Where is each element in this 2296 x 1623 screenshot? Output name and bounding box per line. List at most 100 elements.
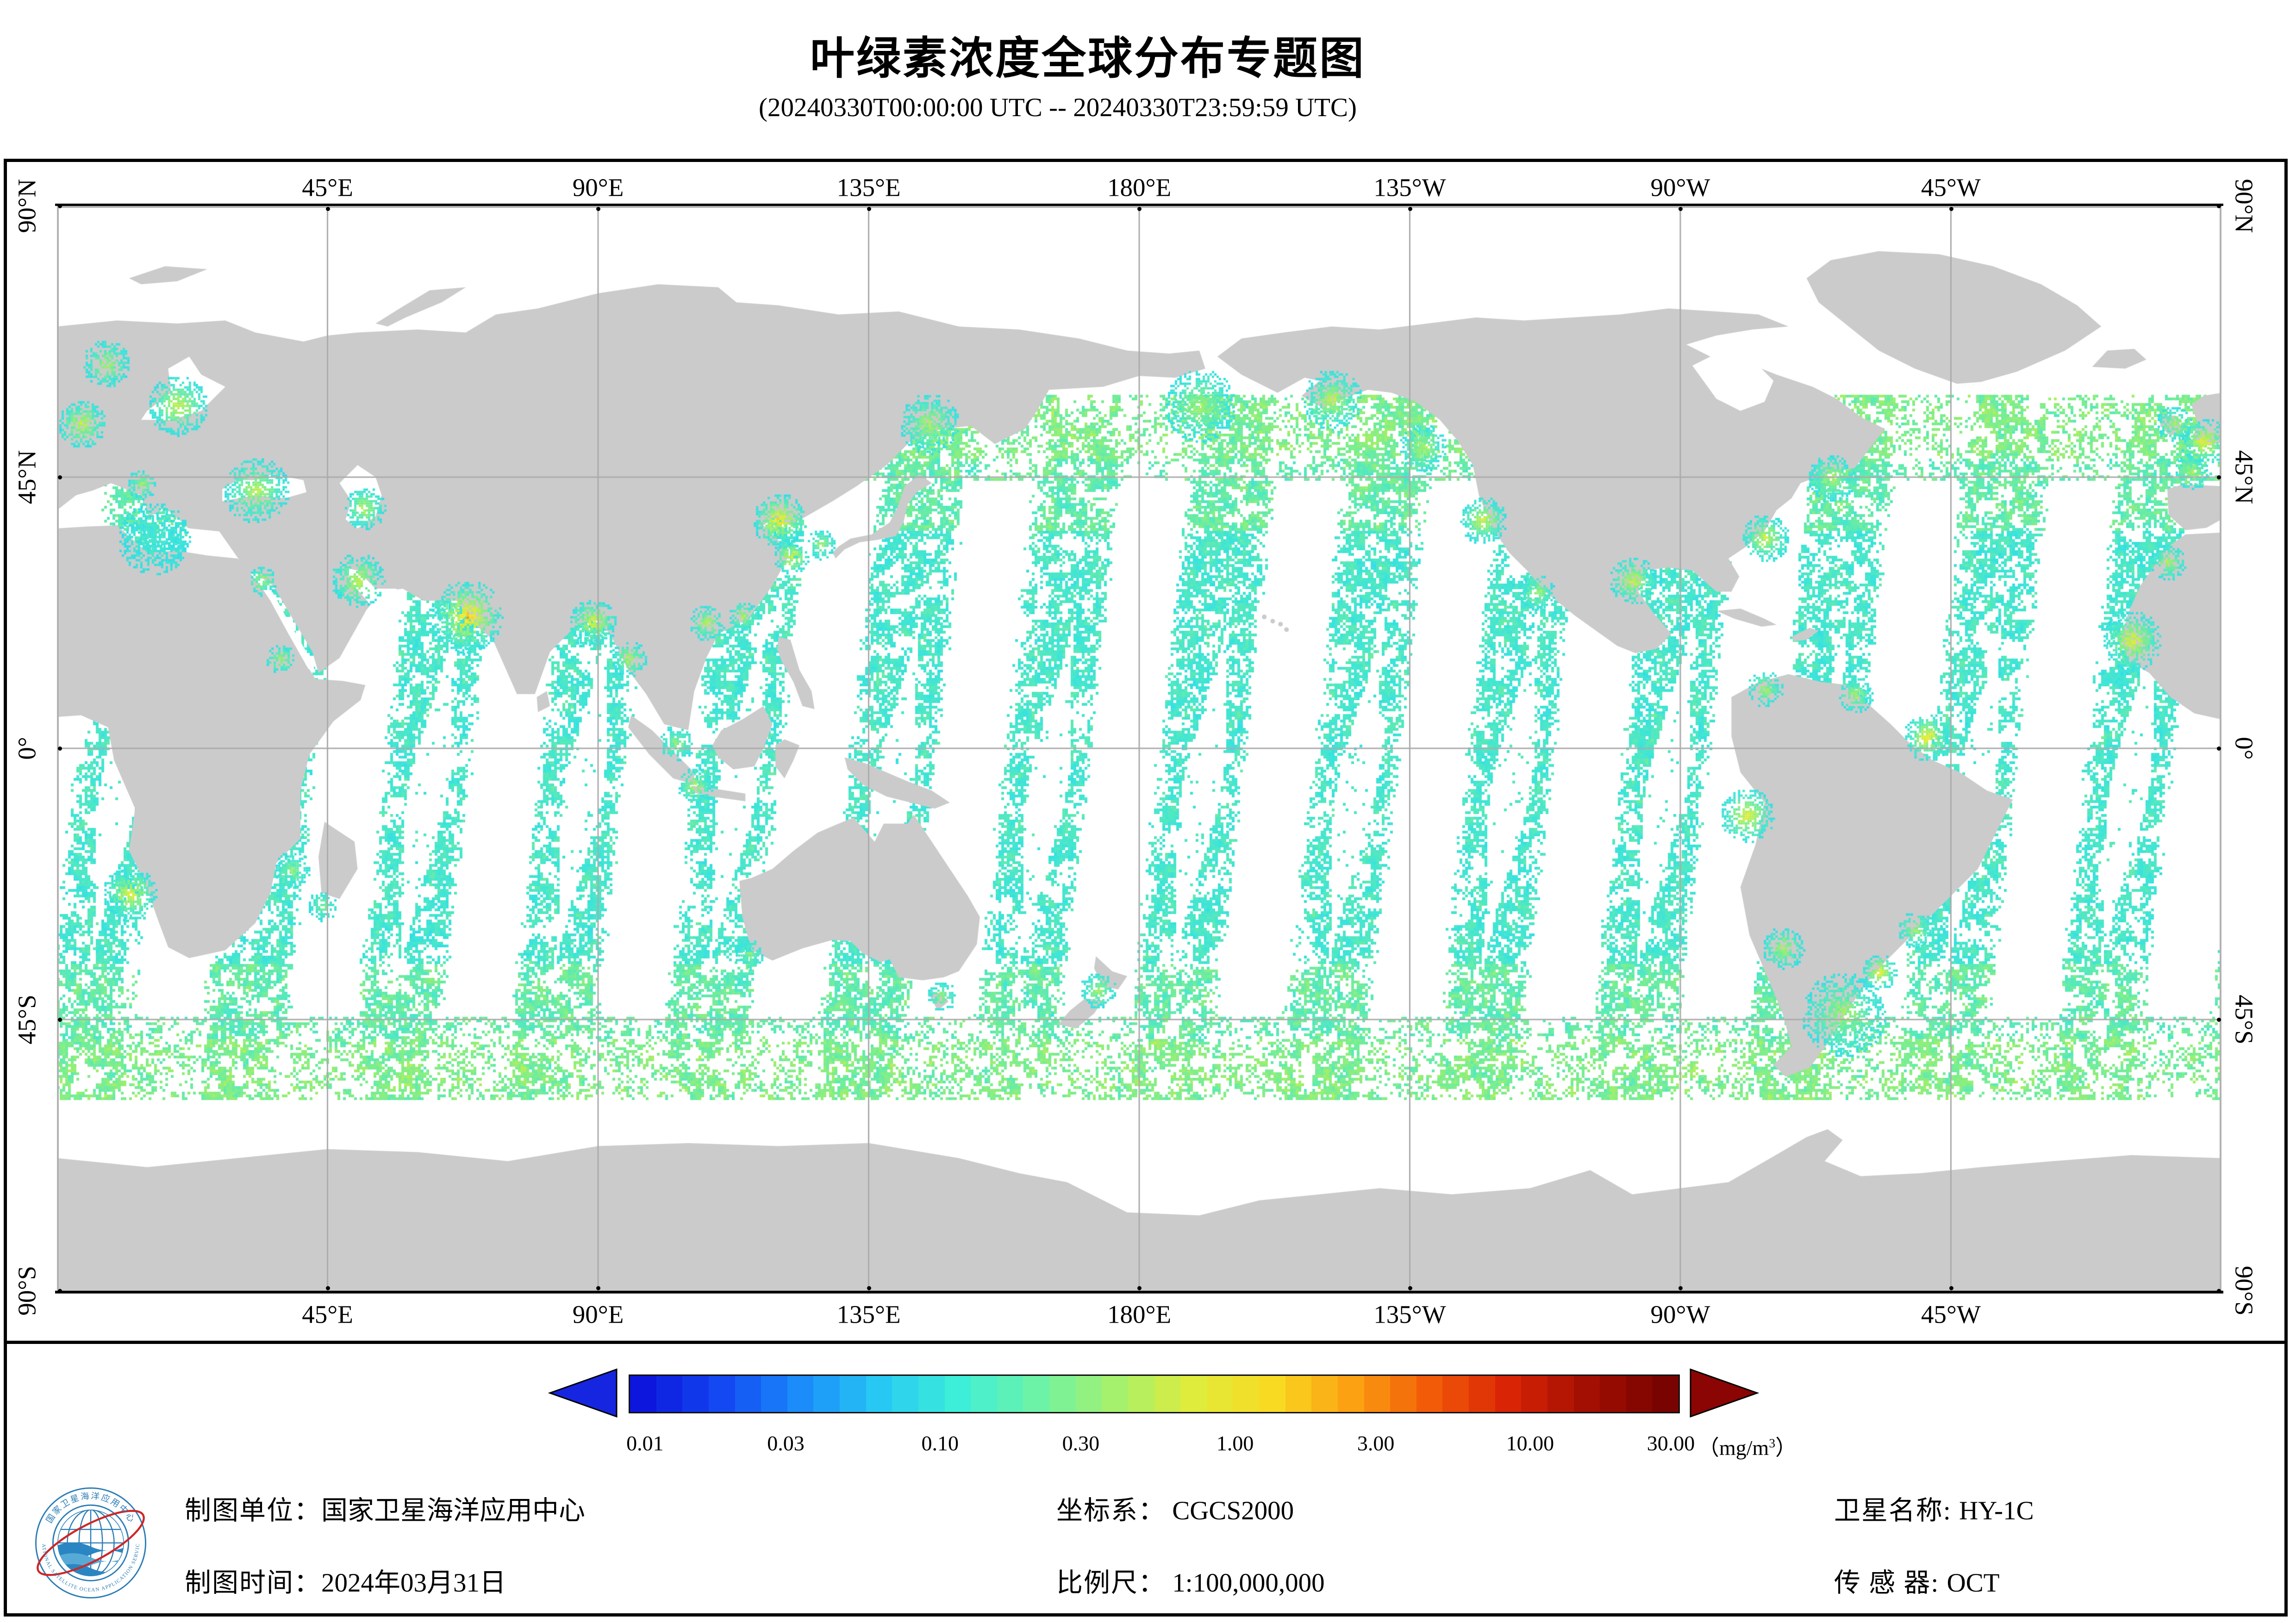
tick-mark	[1137, 1286, 1142, 1290]
tick-mark	[58, 746, 62, 751]
lat-label-left: 45°N	[12, 450, 41, 504]
tick-mark	[58, 1018, 62, 1022]
colorbar-step	[1075, 1376, 1102, 1412]
colorbar-step	[1206, 1376, 1233, 1412]
colorbar-step	[1128, 1376, 1154, 1412]
tick-mark	[2217, 746, 2221, 751]
logo-wave-3	[57, 1564, 124, 1576]
tick-mark	[2217, 1289, 2221, 1293]
colorbar-step	[1337, 1376, 1364, 1412]
tick-mark	[1949, 1286, 1953, 1290]
colorbar-tick-label: 0.01	[626, 1431, 664, 1455]
colorbar-step	[1416, 1376, 1443, 1412]
tick-mark	[867, 1286, 871, 1290]
tick-mark	[2217, 204, 2221, 208]
colorbar-step	[1573, 1376, 1600, 1412]
tick-mark	[596, 1286, 600, 1290]
tick-mark	[596, 207, 600, 211]
tick-mark	[325, 1286, 330, 1290]
tick-mark	[867, 207, 871, 211]
colorbar-step	[761, 1376, 787, 1412]
map-canvas	[57, 206, 2221, 1291]
lat-label-left: 90°N	[12, 179, 41, 233]
logo-orbit-ellipse	[37, 1510, 145, 1576]
colorbar-step	[1547, 1376, 1574, 1412]
footer-org-value: 国家卫星海洋应用中心	[321, 1496, 585, 1525]
colorbar-tick-label: 0.03	[767, 1431, 805, 1455]
divider-line	[4, 1341, 2288, 1344]
colorbar-step	[735, 1376, 761, 1412]
page-title: 叶绿素浓度全球分布专题图	[810, 34, 1366, 83]
tick-mark	[1678, 207, 1683, 211]
lon-label-top: 90°E	[572, 173, 624, 202]
colorbar-step	[787, 1376, 814, 1412]
colorbar-tick-label: 0.10	[921, 1431, 959, 1455]
colorbar-tick-label: 30.00	[1647, 1431, 1695, 1455]
tick-mark	[58, 1289, 62, 1293]
footer-sensor-value: OCT	[1947, 1568, 2000, 1598]
lon-label-bottom: 135°E	[836, 1300, 901, 1329]
lon-label-top: 90°W	[1650, 173, 1710, 202]
colorbar-step	[1390, 1376, 1416, 1412]
lon-label-top: 135°W	[1373, 173, 1446, 202]
figure-border	[4, 159, 2288, 1617]
lon-label-bottom: 180°E	[1107, 1300, 1172, 1329]
footer-date-value: 2024年03月31日	[321, 1568, 506, 1598]
colorbar-tick-label: 1.00	[1216, 1431, 1254, 1455]
colorbar-step	[1495, 1376, 1522, 1412]
colorbar-step	[656, 1376, 683, 1412]
footer-sensor: 传 感 器: OCT	[1834, 1561, 2000, 1599]
footer-date: 制图时间：2024年03月31日	[185, 1561, 506, 1599]
colorbar-step	[1233, 1376, 1259, 1412]
footer-satellite: 卫星名称: HY-1C	[1834, 1489, 2034, 1527]
lat-label-left: 0°	[12, 737, 41, 760]
colorbar-step	[840, 1376, 866, 1412]
colorbar-step	[1521, 1376, 1547, 1412]
colorbar-step	[1102, 1376, 1128, 1412]
footer-satellite-label: 卫星名称:	[1834, 1496, 1959, 1525]
colorbar-step	[1311, 1376, 1338, 1412]
lon-label-bottom: 135°W	[1373, 1300, 1446, 1329]
lon-label-bottom: 90°W	[1650, 1300, 1710, 1329]
lon-label-bottom: 45°E	[302, 1300, 353, 1329]
lat-label-left: 45°S	[12, 995, 41, 1045]
footer-org: 制图单位：国家卫星海洋应用中心	[185, 1489, 585, 1527]
tick-mark	[1408, 1286, 1412, 1290]
colorbar-step	[1285, 1376, 1312, 1412]
footer-satellite-value: HY-1C	[1959, 1496, 2034, 1525]
footer-crs-value: CGCS2000	[1172, 1496, 1294, 1525]
tick-mark	[1137, 207, 1142, 211]
colorbar-step	[1259, 1376, 1285, 1412]
footer-sensor-label: 传 感 器:	[1834, 1568, 1947, 1598]
colorbar-step	[1442, 1376, 1469, 1412]
colorbar-step	[813, 1376, 840, 1412]
colorbar-step	[1469, 1376, 1495, 1412]
logo-globe	[57, 1510, 124, 1576]
colorbar-step	[892, 1376, 918, 1412]
colorbar-step	[866, 1376, 892, 1412]
colorbar-step	[1049, 1376, 1076, 1412]
colorbar-unit: （mg/m3）	[1698, 1436, 1797, 1460]
tick-mark	[1949, 207, 1953, 211]
colorbar-right-arrow	[1690, 1368, 1759, 1418]
colorbar	[629, 1374, 1680, 1413]
colorbar-step	[630, 1376, 656, 1412]
lon-label-bottom: 90°E	[572, 1300, 624, 1329]
lat-label-left: 90°S	[12, 1266, 41, 1316]
colorbar-step	[918, 1376, 945, 1412]
colorbar-tick-label: 3.00	[1357, 1431, 1395, 1455]
lat-label-right: 0°	[2230, 737, 2259, 760]
lat-label-right: 90°S	[2230, 1266, 2259, 1316]
colorbar-step	[997, 1376, 1023, 1412]
colorbar-step	[1364, 1376, 1391, 1412]
colorbar-step	[1626, 1376, 1653, 1412]
colorbar-tick-label: 0.30	[1062, 1431, 1100, 1455]
colorbar-step	[944, 1376, 971, 1412]
colorbar-step	[1023, 1376, 1049, 1412]
colorbar-step	[1180, 1376, 1207, 1412]
superscript-3: 3	[1769, 1436, 1776, 1450]
colorbar-tick-label: 10.00	[1506, 1431, 1554, 1455]
tick-mark	[325, 207, 330, 211]
colorbar-left-arrow	[548, 1368, 618, 1418]
tick-mark	[58, 204, 62, 208]
